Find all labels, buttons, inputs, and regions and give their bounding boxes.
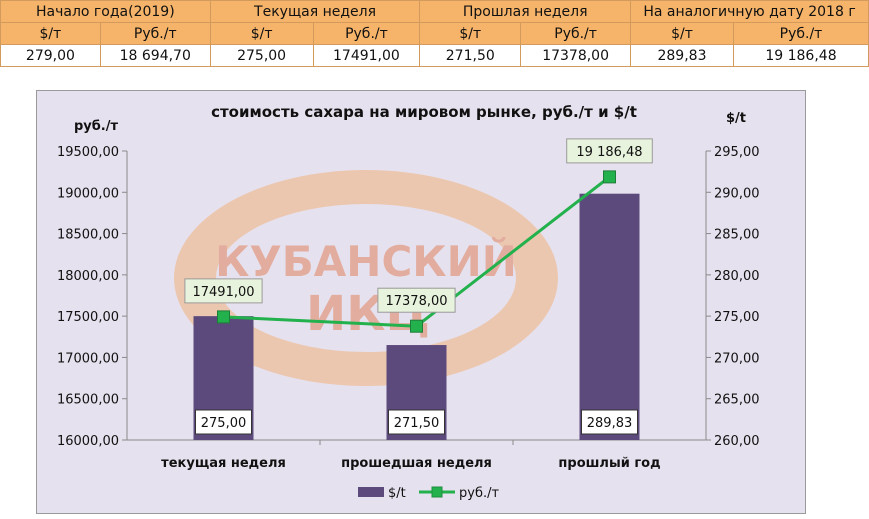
left-tick-label: 19000,00 bbox=[57, 186, 119, 201]
header-current-week: Текущая неделя bbox=[209, 0, 421, 23]
subheader-cell: $/т bbox=[0, 22, 101, 45]
right-tick-label: 275,00 bbox=[714, 310, 760, 325]
x-tick-label: прошедшая неделя bbox=[341, 456, 492, 471]
summary-table: Начало года(2019) Текущая неделя Прошлая… bbox=[0, 0, 869, 67]
left-tick-label: 16000,00 bbox=[57, 434, 119, 449]
header-same-date-2018: На аналогичную дату 2018 г bbox=[630, 0, 869, 23]
header-last-week: Прошлая неделя bbox=[419, 0, 632, 23]
header-start-of-year: Начало года(2019) bbox=[0, 0, 211, 23]
line-label-box bbox=[566, 138, 653, 164]
line-point bbox=[217, 310, 230, 324]
legend: $/t руб./т bbox=[358, 486, 499, 501]
line-point bbox=[410, 319, 423, 333]
watermark-logo: КУБАНСКИЙ ИКЦ bbox=[174, 170, 558, 386]
right-tick-label: 260,00 bbox=[714, 434, 760, 449]
watermark-text-1: КУБАНСКИЙ bbox=[215, 236, 517, 286]
right-tick-label: 290,00 bbox=[714, 186, 760, 201]
bar-label-box bbox=[581, 409, 638, 435]
sugar-price-chart: КУБАНСКИЙ ИКЦ стоимость сахара на мирово… bbox=[36, 90, 806, 514]
data-labels: 275,00 271,50 289,83 17491,00 17378,00 19 186… bbox=[184, 138, 653, 435]
subheader-cell: Руб./т bbox=[99, 22, 211, 45]
value-cell: 17378,00 bbox=[520, 44, 632, 67]
value-cell: 289,83 bbox=[630, 44, 734, 67]
line-label-box bbox=[377, 287, 456, 313]
bar-label-box bbox=[388, 409, 445, 435]
left-tick-label: 18500,00 bbox=[57, 228, 119, 243]
value-cell: 17491,00 bbox=[312, 44, 421, 67]
bar bbox=[579, 193, 640, 440]
bar-value-label: 271,50 bbox=[394, 416, 440, 431]
subheader-cell: Руб./т bbox=[312, 22, 421, 45]
left-tick-label: 17000,00 bbox=[57, 351, 119, 366]
table-header-row: Начало года(2019) Текущая неделя Прошлая… bbox=[0, 0, 869, 23]
subheader-cell: $/т bbox=[630, 22, 734, 45]
line-value-label: 17378,00 bbox=[385, 294, 447, 309]
left-axis-label: руб./т bbox=[74, 119, 119, 134]
line-label-box bbox=[184, 278, 263, 304]
legend-line-label: руб./т bbox=[459, 486, 499, 501]
left-tick-label: 16500,00 bbox=[57, 393, 119, 408]
subheader-cell: Руб./т bbox=[732, 22, 869, 45]
subheader-cell: Руб./т bbox=[520, 22, 632, 45]
chart-svg: КУБАНСКИЙ ИКЦ стоимость сахара на мирово… bbox=[36, 90, 806, 514]
right-tick-label: 265,00 bbox=[714, 393, 760, 408]
right-tick-label: 295,00 bbox=[714, 145, 760, 160]
left-tick-label: 18000,00 bbox=[57, 269, 119, 284]
left-tick-label: 17500,00 bbox=[57, 310, 119, 325]
bar-label-box bbox=[195, 409, 252, 435]
x-tick-label: текущая неделя bbox=[161, 456, 286, 471]
value-cell: 279,00 bbox=[0, 44, 101, 67]
table-value-row: 279,00 18 694,70 275,00 17491,00 271,50 … bbox=[0, 44, 869, 67]
right-axis-label: $/t bbox=[726, 111, 746, 126]
table-subheader-row: $/т Руб./т $/т Руб./т $/т Руб./т $/т Руб… bbox=[0, 22, 869, 45]
line-point bbox=[603, 170, 616, 184]
legend-bar-label: $/t bbox=[388, 486, 406, 501]
left-tick-label: 19500,00 bbox=[57, 145, 119, 160]
value-cell: 271,50 bbox=[419, 44, 522, 67]
right-tick-label: 285,00 bbox=[714, 228, 760, 243]
value-cell: 275,00 bbox=[209, 44, 314, 67]
bar-value-label: 289,83 bbox=[587, 416, 633, 431]
value-cell: 18 694,70 bbox=[99, 44, 211, 67]
value-cell: 19 186,48 bbox=[732, 44, 869, 67]
right-tick-label: 280,00 bbox=[714, 269, 760, 284]
right-tick-label: 270,00 bbox=[714, 351, 760, 366]
legend-line-marker bbox=[431, 486, 443, 498]
chart-title: стоимость сахара на мировом рынке, руб./… bbox=[211, 103, 637, 121]
line-series bbox=[217, 170, 616, 333]
line-value-label: 17491,00 bbox=[192, 285, 254, 300]
subheader-cell: $/т bbox=[209, 22, 314, 45]
x-tick-label: прошлый год bbox=[558, 456, 660, 471]
subheader-cell: $/т bbox=[419, 22, 522, 45]
line-value-label: 19 186,48 bbox=[576, 145, 642, 160]
axes: 19500,00 19000,00 18500,00 18000,00 17500,00… bbox=[57, 145, 760, 471]
bar-value-label: 275,00 bbox=[201, 416, 247, 431]
legend-bar-swatch bbox=[358, 487, 384, 497]
